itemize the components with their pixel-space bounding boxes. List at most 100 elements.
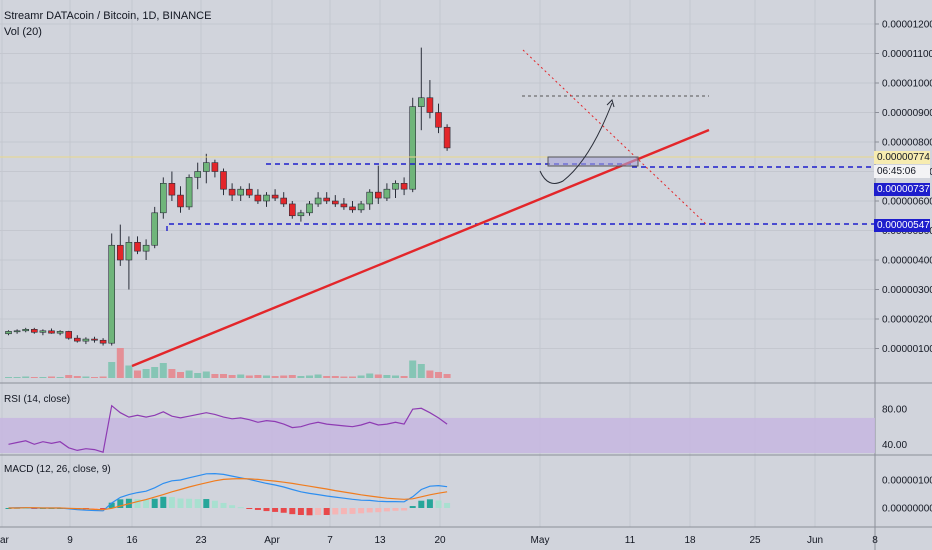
macd-histogram-bar	[263, 508, 270, 512]
volume-bar	[82, 376, 90, 378]
candle	[185, 177, 193, 208]
macd-histogram-bar	[186, 498, 193, 508]
macd-histogram-bar	[435, 500, 442, 508]
candle	[39, 330, 47, 333]
x-tick-label: 7	[327, 535, 333, 546]
candle	[108, 244, 115, 344]
candle	[82, 338, 90, 342]
candle	[22, 329, 30, 332]
macd-histogram-bar	[168, 497, 175, 508]
candle	[366, 191, 374, 205]
price-tick-label: 0.00000400	[882, 256, 932, 267]
x-tick-label: 23	[195, 535, 207, 546]
volume-bar	[357, 375, 365, 378]
volume-bar	[417, 364, 425, 378]
volume-bar	[288, 375, 296, 378]
price-tick-label: 0.00000300	[882, 285, 932, 296]
macd-histogram-bar	[315, 508, 322, 515]
macd-histogram-bar	[134, 499, 141, 508]
candle	[349, 206, 356, 211]
candle	[254, 194, 262, 202]
resistance-level-line	[266, 163, 875, 168]
volume-bar	[159, 363, 167, 378]
rsi-line	[8, 404, 448, 453]
candle	[99, 339, 107, 344]
macd-histogram-bar	[237, 507, 244, 509]
x-tick-label: 11	[625, 535, 636, 546]
macd-histogram-bar	[280, 508, 287, 513]
candle	[435, 112, 442, 128]
volume-bar	[194, 373, 202, 378]
volume-bar	[340, 376, 348, 378]
price-tick-label: 0.00001200	[882, 20, 932, 31]
volume-bar	[30, 377, 38, 378]
candle	[65, 331, 72, 339]
macd-histogram-bar	[143, 499, 150, 508]
volume-bar	[314, 374, 322, 378]
chart-title: Streamr DATAcoin / Bitcoin, 1D, BINANCE	[4, 10, 212, 22]
candle	[151, 212, 158, 246]
macd-histogram-bar	[91, 508, 98, 510]
macd-histogram-bar	[444, 502, 451, 508]
macd-histogram-bar	[383, 508, 390, 512]
macd-histogram-bar	[254, 508, 261, 510]
x-tick-label: 13	[374, 535, 386, 546]
macd-histogram-bar	[289, 508, 296, 515]
price-tick-label: 0.00001100	[882, 49, 932, 60]
level-high-tag: 0.00000737	[874, 183, 930, 196]
volume-bar	[5, 377, 12, 378]
x-tick-label: Apr	[264, 535, 280, 546]
volume-bar	[168, 369, 176, 378]
rsi-label: RSI (14, close)	[4, 394, 71, 405]
macd-tick-label: 0.00000000	[882, 504, 932, 515]
x-tick-label: May	[531, 535, 550, 546]
volume-bar	[306, 375, 313, 378]
candle	[142, 244, 150, 252]
candle	[13, 330, 21, 333]
candle	[91, 338, 98, 341]
volume-bar	[48, 376, 55, 378]
support-level-line	[166, 223, 875, 231]
volume-bar	[443, 374, 451, 378]
candle	[5, 331, 12, 335]
volume-bar	[297, 376, 305, 378]
candle	[383, 188, 391, 199]
candle	[357, 203, 365, 211]
volume-label: Vol (20)	[4, 26, 42, 38]
volume-bar	[228, 375, 236, 378]
volume-bar	[125, 365, 133, 378]
candle	[56, 331, 64, 334]
macd-histogram-bar	[220, 502, 227, 508]
volume-bar	[220, 374, 227, 378]
candle	[117, 244, 124, 261]
volume-bar	[254, 375, 262, 378]
candle	[48, 330, 55, 334]
macd-histogram-bar	[358, 508, 365, 514]
x-tick-label: 25	[749, 535, 761, 546]
candle	[203, 162, 210, 172]
candle	[220, 171, 227, 190]
price-tick-label: 0.00000800	[882, 138, 932, 149]
candle	[392, 183, 399, 190]
candle	[271, 194, 279, 199]
level-low-tag: 0.00000547	[874, 219, 930, 232]
x-tick-label: 18	[684, 535, 696, 546]
candle	[263, 194, 270, 202]
candle	[134, 242, 141, 252]
volume-bar	[426, 370, 434, 378]
candle	[280, 197, 288, 205]
volume-bar	[263, 375, 270, 378]
candle	[374, 191, 382, 199]
x-tick-label: Jun	[807, 535, 823, 546]
macd-histogram-bar	[22, 508, 29, 509]
volume-bar	[374, 374, 382, 378]
macd-histogram-bar	[401, 508, 408, 511]
candle	[177, 194, 184, 208]
macd-histogram-bar	[246, 508, 253, 509]
price-tick-label: 0.00000100	[882, 344, 932, 355]
candle	[297, 212, 305, 217]
macd-histogram-bar	[306, 508, 313, 516]
volume-bar	[409, 360, 417, 378]
volume-bar	[13, 377, 21, 378]
